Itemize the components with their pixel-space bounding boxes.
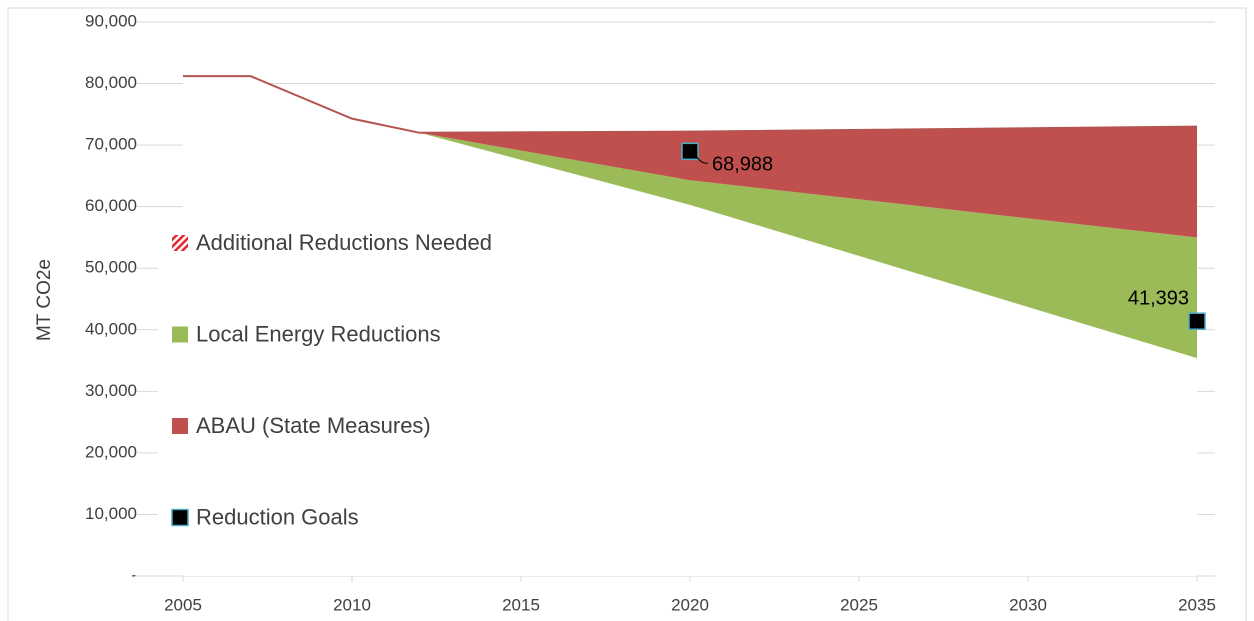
y-tick-label: 80,000 [85, 73, 137, 92]
legend-swatch [172, 326, 188, 343]
y-tick-label: 40,000 [85, 319, 137, 338]
x-tick-label: 2035 [1178, 595, 1216, 614]
y-tick-label: 30,000 [85, 381, 137, 400]
legend-swatch [171, 508, 189, 527]
legend-label: Reduction Goals [196, 504, 359, 529]
y-tick-label: 90,000 [85, 11, 137, 30]
legend-swatch [172, 418, 188, 434]
y-axis-title: MT CO2e [34, 259, 55, 341]
legend-box [158, 222, 558, 542]
chart-frame [7, 7, 1247, 621]
x-tick-label: 2025 [840, 595, 878, 614]
y-tick-label: 70,000 [85, 135, 137, 154]
data-label: 41,393 [1128, 287, 1189, 309]
area [183, 76, 1197, 359]
y-tick-label: 60,000 [85, 196, 137, 215]
goal-marker [681, 142, 699, 161]
legend-label: ABAU (State Measures) [196, 413, 431, 438]
goal-marker [1188, 312, 1206, 330]
x-tick-label: 2015 [502, 595, 540, 614]
x-tick-label: 2010 [333, 595, 371, 614]
legend-label: Additional Reductions Needed [196, 230, 492, 255]
y-tick-label: - [131, 565, 137, 584]
x-tick-label: 2005 [164, 595, 202, 614]
data-label: 68,988 [712, 154, 773, 176]
legend-label: Local Energy Reductions [196, 321, 441, 346]
y-tick-label: 20,000 [85, 442, 137, 461]
x-tick-label: 2020 [671, 595, 709, 614]
legend-swatch [172, 235, 188, 251]
y-tick-label: 10,000 [85, 504, 137, 523]
leader-line [695, 155, 709, 164]
y-tick-label: 50,000 [85, 258, 137, 277]
x-tick-label: 2030 [1009, 595, 1047, 614]
total-line [183, 75, 1198, 134]
